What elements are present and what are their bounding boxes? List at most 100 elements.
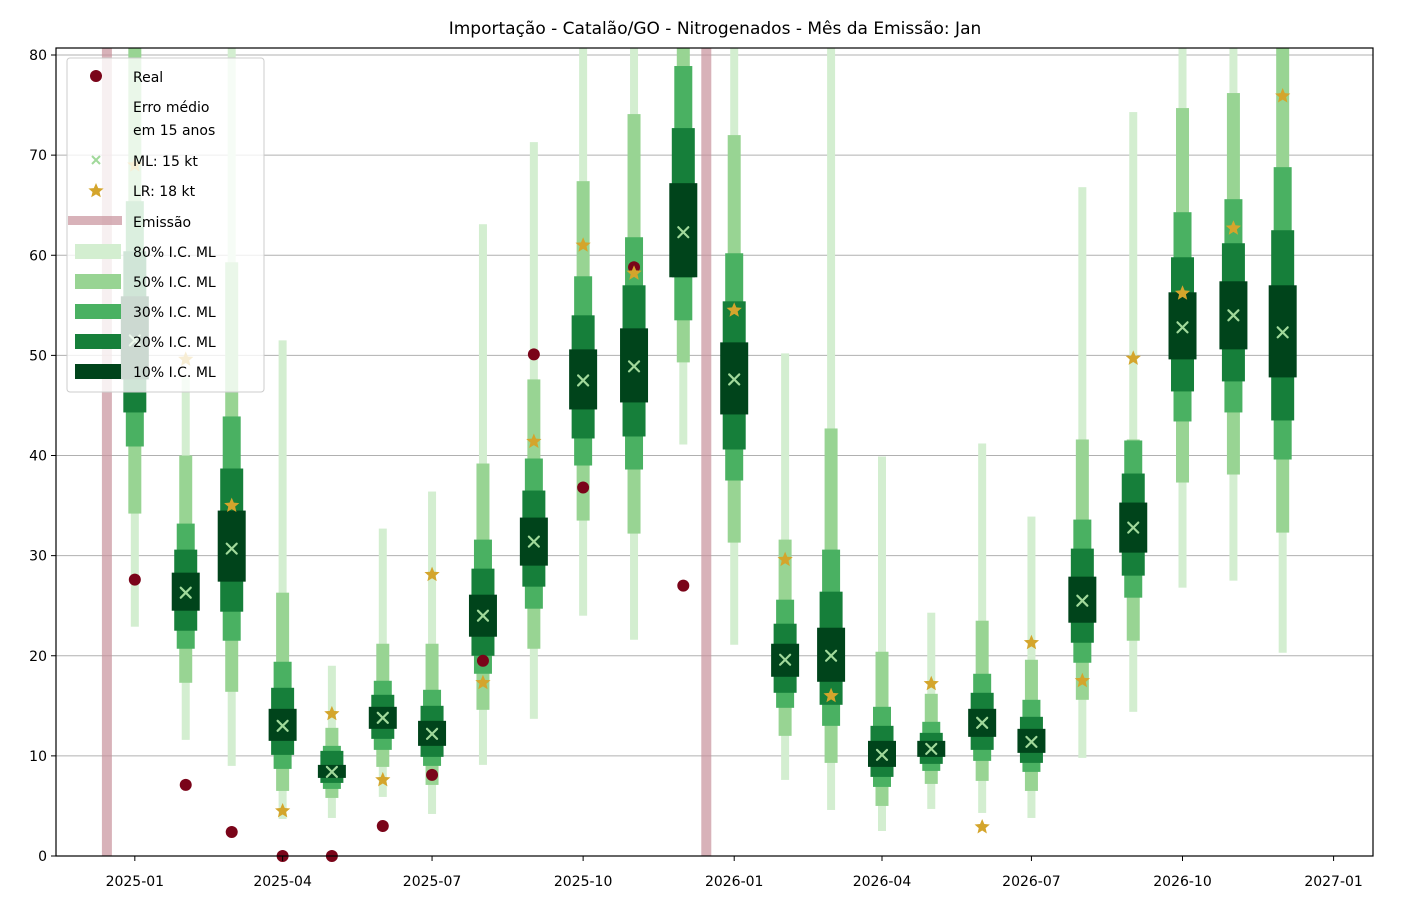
real-point [225,825,238,838]
ml-point [1176,321,1189,334]
y-tick-label: 80 [29,48,47,64]
lr-point [324,705,340,721]
ci80-bar [1129,112,1138,712]
ml-point [728,373,741,386]
ml-point-stroke [677,226,690,239]
ml-point-stroke [577,374,590,387]
ml-point [976,716,989,729]
ml-point-stroke [225,542,238,555]
ml-point-stroke [728,373,741,386]
axes: 0 10 20 30 40 50 60 70 80 2025-01 2025-04 2025-07 20… [29,48,1363,890]
x-tick-label: 2025-10 [554,874,613,890]
lr-point [974,818,990,834]
lr-point [224,497,240,513]
ml-point-stroke [325,765,338,778]
ml-point [779,653,792,666]
ml-point [425,727,439,740]
ml-point-stroke [824,649,838,662]
y-tick-label: 10 [29,749,47,765]
legend-real-marker [90,70,102,82]
emissao-bands [101,48,712,856]
lr-point [626,265,642,280]
real-point [128,573,141,586]
x-tick-label: 2026-10 [1153,874,1212,890]
ml-point [527,535,540,548]
y-tick-label: 70 [29,148,47,164]
y-tick-label: 60 [29,248,47,264]
legend-ci30-swatch [75,304,121,319]
ml-point [824,649,838,662]
real-point [426,768,439,781]
y-tick-label: 30 [29,549,47,565]
legend-erro-line1: Erro médio [133,100,209,116]
lr-point [777,551,793,567]
ml-point [677,226,690,239]
x-tick-label: 2025-04 [253,874,312,890]
ml-point [1127,521,1140,534]
y-tick-label: 0 [38,849,47,865]
legend-ci30-label: 30% I.C. ML [133,305,216,321]
ml-point [1276,326,1289,339]
lr-point [726,302,742,317]
x-tick-label: 2027-01 [1304,874,1363,890]
ml-point [179,586,192,599]
legend-ci80-swatch [75,244,121,259]
emissao-band [701,48,712,856]
lr-point [375,771,391,787]
lr-point [1225,220,1242,235]
real-point [677,579,690,592]
legend-emissao-swatch [68,216,122,225]
x-tick-label: 2026-04 [853,874,912,890]
ml-point-stroke [1127,521,1140,534]
x-tick-label: 2026-01 [705,874,764,890]
legend-ci10-swatch [75,364,121,379]
real-point [527,348,540,361]
ci80-bar [278,340,287,819]
y-tick-label: 40 [29,449,47,465]
ml-point-stroke [376,711,389,724]
legend-real-label: Real [133,70,163,86]
lr-point [1074,672,1090,688]
legend-ci50-swatch [75,274,121,289]
lr-point [275,802,291,818]
ml-point-stroke [627,360,641,373]
lr-point [1174,285,1191,300]
ml-point [875,748,889,761]
ml-point-stroke [976,716,989,729]
ml-point [325,765,338,778]
lr-point [923,675,939,691]
ml-point [627,360,641,373]
lr-point [823,687,839,703]
ml-point-stroke [779,653,792,666]
legend-ci80-label: 80% I.C. ML [133,245,216,261]
real-point [476,654,489,667]
lr-point [575,237,591,252]
ci10-bar [669,183,698,278]
legend: Real Erro médio em 15 anos ML: 15 kt LR:… [66,57,265,393]
ml-point-stroke [1076,594,1089,607]
ml-point-stroke [476,609,490,622]
ml-point [276,719,289,732]
ml-point [1025,735,1038,748]
ml-point-stroke [527,535,540,548]
ml-point [225,542,238,555]
real-point [179,778,192,791]
legend-ci10-label: 10% I.C. ML [133,365,216,381]
x-tick-label: 2025-01 [106,874,165,890]
ml-point-stroke [276,719,289,732]
lr-point [475,674,491,690]
legend-emissao-label: Emissão [133,215,191,231]
chart-title: Importação - Catalão/GO - Nitrogenados -… [449,19,982,39]
lr-point [1023,634,1040,650]
lr-point [1275,88,1291,103]
legend-erro-line2: em 15 anos [133,123,215,139]
ml-point-stroke [1025,735,1038,748]
ml-point-stroke [425,727,439,740]
ml-point-stroke [925,742,938,755]
ml-point-stroke [875,748,889,761]
ml-point-stroke [1176,321,1189,334]
ml-point [476,609,490,622]
legend-ml-label: ML: 15 kt [133,154,198,170]
y-tick-label: 50 [29,348,47,364]
